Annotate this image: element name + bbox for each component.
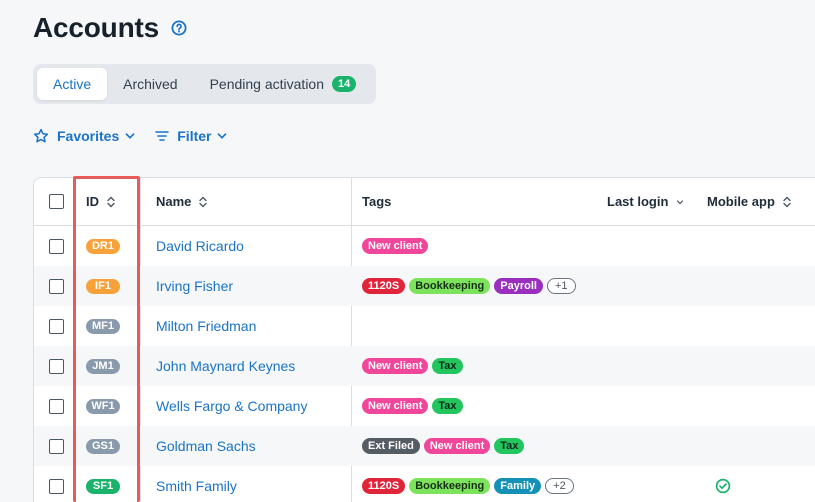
account-id-badge: SF1 xyxy=(86,478,120,494)
column-header-id[interactable]: ID xyxy=(86,178,115,225)
tag-pill[interactable]: Bookkeeping xyxy=(409,478,491,494)
filter-label: Filter xyxy=(177,128,212,144)
column-header-name[interactable]: Name xyxy=(156,178,208,225)
account-name-link[interactable]: David Ricardo xyxy=(156,238,244,254)
tab-active-label: Active xyxy=(53,76,92,92)
tag-list: Ext Filed New client Tax xyxy=(362,426,528,466)
account-id-badge: WF1 xyxy=(86,398,120,414)
sort-icon xyxy=(107,196,115,208)
tag-pill[interactable]: 1120S xyxy=(362,478,406,494)
accounts-table: ID Name Tags Last login Mobile app DR1 Da… xyxy=(33,177,815,502)
more-tags-badge[interactable]: +1 xyxy=(546,278,576,294)
account-name-link[interactable]: Goldman Sachs xyxy=(156,438,256,454)
tag-pill[interactable]: New client xyxy=(362,398,429,414)
question-circle-icon[interactable] xyxy=(171,20,187,36)
account-id-badge: IF1 xyxy=(86,278,120,294)
row-checkbox[interactable] xyxy=(49,438,64,454)
page-header: Accounts xyxy=(33,12,187,44)
table-row[interactable]: SF1 Smith Family 1120S Bookkeeping Family +2 xyxy=(34,466,815,502)
tag-list: New client xyxy=(362,226,432,266)
tag-list: 1120S Bookkeeping Payroll +1 xyxy=(362,266,580,306)
tag-pill[interactable]: Ext Filed xyxy=(362,438,420,454)
pending-count-badge: 14 xyxy=(332,76,357,92)
column-divider xyxy=(140,178,141,502)
account-id-badge: DR1 xyxy=(86,238,120,254)
tag-list: New client Tax xyxy=(362,386,467,426)
favorites-button[interactable]: Favorites xyxy=(33,128,135,144)
row-checkbox[interactable] xyxy=(49,318,64,334)
account-name-link[interactable]: Milton Friedman xyxy=(156,318,257,334)
chevron-down-icon xyxy=(217,131,227,141)
sort-icon xyxy=(199,196,208,208)
table-row[interactable]: WF1 Wells Fargo & Company New client Tax xyxy=(34,386,815,426)
column-header-tags: Tags xyxy=(362,178,391,225)
table-row[interactable]: IF1 Irving Fisher 1120S Bookkeeping Payroll +… xyxy=(34,266,815,306)
chevron-down-icon xyxy=(676,198,684,206)
column-header-last-login-label: Last login xyxy=(607,194,669,209)
chevron-down-icon xyxy=(125,131,135,141)
tab-pending-activation[interactable]: Pending activation 14 xyxy=(194,68,373,100)
tag-pill[interactable]: New client xyxy=(362,238,429,254)
tab-archived[interactable]: Archived xyxy=(107,68,193,100)
tab-pending-activation-label: Pending activation xyxy=(209,76,325,92)
page-title: Accounts xyxy=(33,12,159,43)
column-header-name-label: Name xyxy=(156,194,192,209)
column-header-id-label: ID xyxy=(86,194,99,209)
row-checkbox[interactable] xyxy=(49,398,64,414)
tag-pill[interactable]: New client xyxy=(362,358,429,374)
column-header-mobile-app[interactable]: Mobile app xyxy=(707,178,791,225)
account-id-badge: MF1 xyxy=(86,318,120,334)
tag-pill[interactable]: Family xyxy=(494,478,542,494)
account-name-link[interactable]: Smith Family xyxy=(156,478,237,494)
column-header-mobile-app-label: Mobile app xyxy=(707,194,775,209)
account-name-link[interactable]: John Maynard Keynes xyxy=(156,358,296,374)
column-divider xyxy=(351,178,352,502)
more-tags-badge[interactable]: +2 xyxy=(545,478,574,494)
tag-pill[interactable]: Tax xyxy=(432,358,463,374)
tag-pill[interactable]: Payroll xyxy=(494,278,543,294)
tag-pill[interactable]: 1120S xyxy=(362,278,406,294)
tag-list: New client Tax xyxy=(362,346,467,386)
account-name-link[interactable]: Wells Fargo & Company xyxy=(156,398,308,414)
row-checkbox[interactable] xyxy=(49,358,64,374)
row-checkbox[interactable] xyxy=(49,278,64,294)
check-circle-icon xyxy=(715,478,731,494)
tab-archived-label: Archived xyxy=(123,76,178,92)
tab-active[interactable]: Active xyxy=(37,68,108,100)
sort-icon xyxy=(783,196,791,208)
account-id-badge: JM1 xyxy=(86,358,120,374)
favorites-label: Favorites xyxy=(57,128,120,144)
tag-pill[interactable]: Tax xyxy=(432,398,463,414)
account-status-tabs: Active Archived Pending activation 14 xyxy=(33,64,377,104)
table-row[interactable]: JM1 John Maynard Keynes New client Tax xyxy=(34,346,815,386)
tag-pill[interactable]: Tax xyxy=(494,438,525,454)
table-row[interactable]: MF1 Milton Friedman xyxy=(34,306,815,346)
table-header-row: ID Name Tags Last login Mobile app xyxy=(34,178,815,226)
row-checkbox[interactable] xyxy=(49,238,64,254)
tag-pill[interactable]: New client xyxy=(423,438,491,454)
tag-list: 1120S Bookkeeping Family +2 xyxy=(362,466,578,502)
tag-pill[interactable]: Bookkeeping xyxy=(409,278,491,294)
table-row[interactable]: DR1 David Ricardo New client xyxy=(34,226,815,266)
table-toolbar: Favorites Filter xyxy=(33,128,227,144)
row-checkbox[interactable] xyxy=(49,478,64,494)
account-id-badge: GS1 xyxy=(86,438,120,454)
filter-button[interactable]: Filter xyxy=(155,128,227,144)
select-all-checkbox[interactable] xyxy=(49,194,64,209)
account-name-link[interactable]: Irving Fisher xyxy=(156,278,234,294)
filter-lines-icon xyxy=(155,129,170,143)
column-header-last-login[interactable]: Last login xyxy=(607,178,684,225)
table-row[interactable]: GS1 Goldman Sachs Ext Filed New client Tax xyxy=(34,426,815,466)
column-header-tags-label: Tags xyxy=(362,194,392,209)
star-icon xyxy=(33,128,49,144)
